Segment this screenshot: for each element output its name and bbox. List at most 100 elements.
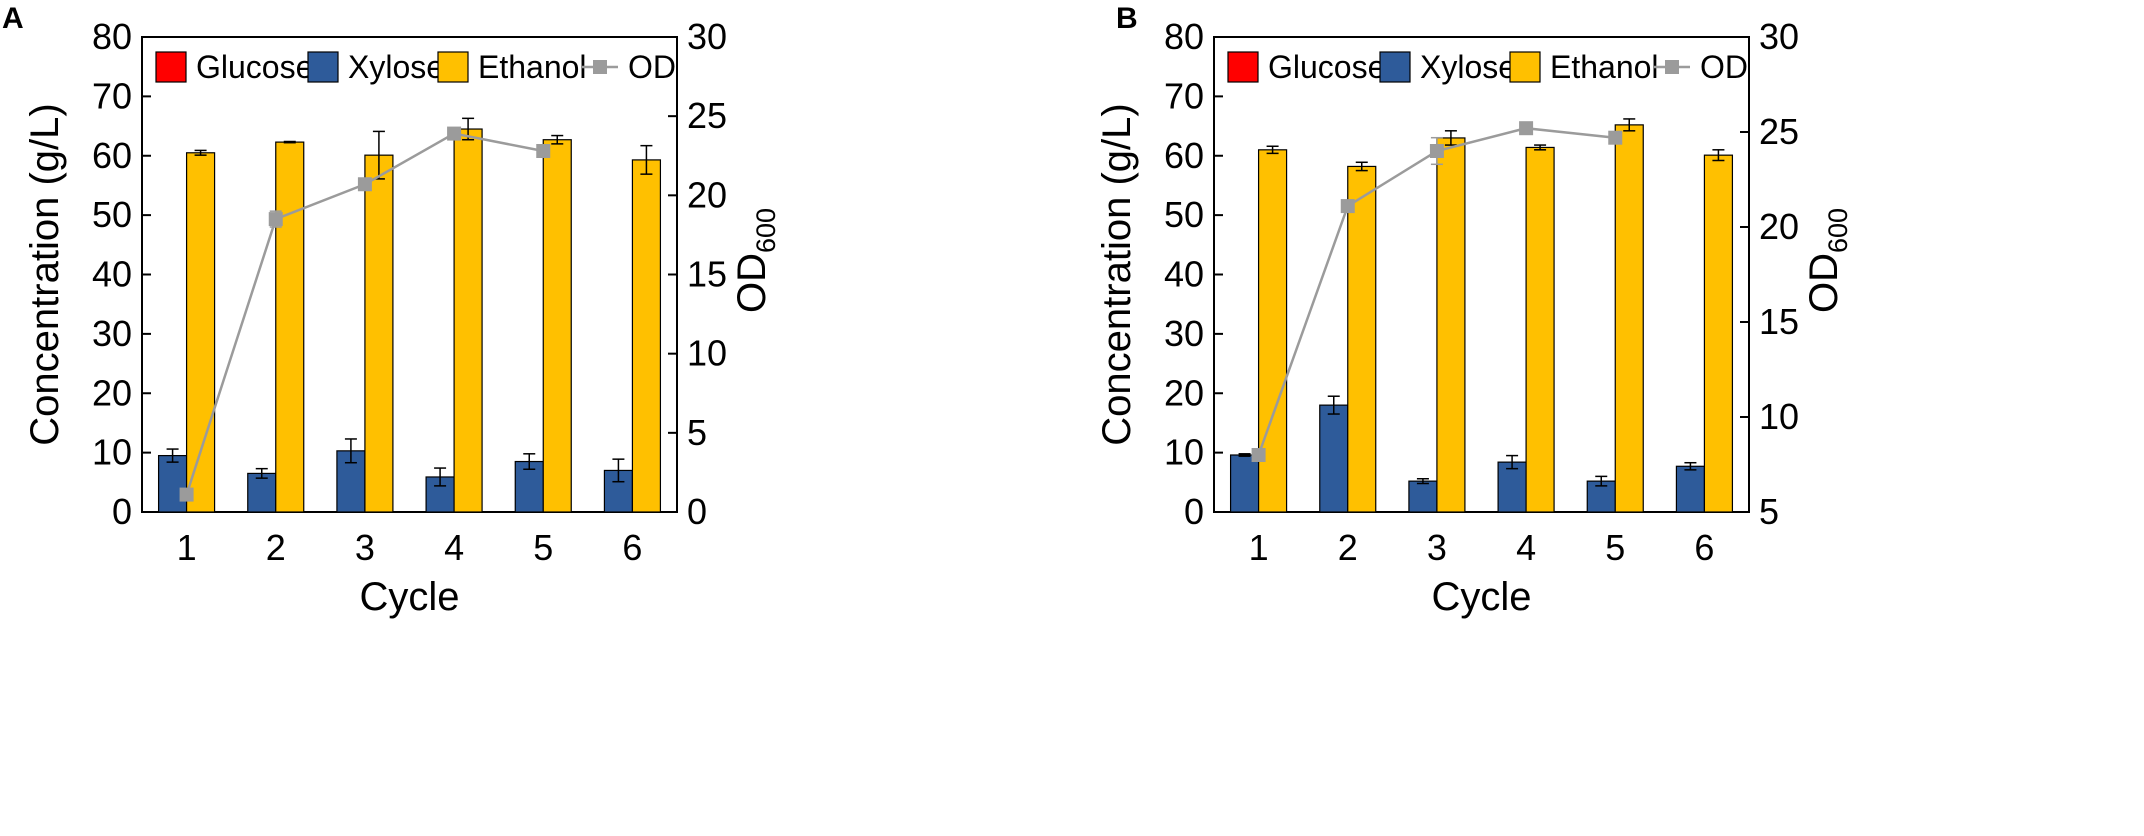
od-point [1429,144,1444,158]
bar-xylose [1497,461,1527,513]
legend-swatch-glucose [155,51,187,83]
y-tick-label: 80 [92,16,132,57]
y-right-axis-title-subscript: 600 [1823,208,1853,253]
od-point [179,487,194,502]
y-right-tick-label: 5 [1759,491,1779,532]
bar-xylose [247,472,277,513]
legend-marker-od [593,60,607,74]
x-tick-label: 2 [1338,527,1358,568]
legend-label-glucose: Glucose [196,49,313,85]
bar-ethanol [542,139,572,513]
bar-ethanol [1525,146,1555,513]
od-point [357,177,372,192]
y-tick-label: 10 [92,432,132,473]
legend-label-xylose: Xylose [1420,49,1516,85]
legend-swatch-xylose [1379,51,1411,83]
y-right-axis-title-main: OD [1802,253,1846,313]
y-right-tick-label: 5 [687,412,707,453]
bar-xylose [157,454,188,513]
x-tick-label: 1 [177,527,197,568]
x-tick-label: 3 [1427,527,1447,568]
y-tick-label: 30 [92,313,132,354]
bar-ethanol [1436,137,1466,513]
y-right-tick-label: 0 [687,491,707,532]
y-right-tick-label: 30 [1759,16,1799,57]
bar-ethanol [1703,154,1734,513]
x-tick-label: 5 [533,527,553,568]
y-right-tick-label: 25 [1759,111,1799,152]
legend-label-xylose: Xylose [348,49,444,85]
y-right-tick-label: 30 [687,16,727,57]
y-right-axis-title-subscript: 600 [751,208,781,253]
y-tick-label: 70 [92,75,132,116]
x-tick-label: 4 [1516,527,1536,568]
chart-b: 0 10 20 30 40 50 60 70 80 5 10 15 20 25 30 1 2 3 4 5 6 Cycle C… [1095,16,1853,619]
y-axis-title: Concentration (g/L) [23,103,67,445]
y-axis-title: Concentration (g/L) [1095,103,1139,445]
legend-swatch-xylose [307,51,339,83]
bar-ethanol [275,141,305,513]
panel-a: A 0 10 20 30 40 50 60 70 80 0 5 10 15 20 25 30 1 2 3 4 5 6 Cyc… [2,2,781,619]
y-tick-label: 80 [1164,16,1204,57]
plot-frame [141,36,678,513]
y-tick-label: 20 [1164,372,1204,413]
plot-frame [1213,36,1750,513]
od-point [1608,130,1623,145]
legend-marker-od [1665,60,1679,74]
legend-label-glucose: Glucose [1268,49,1385,85]
od-point [1519,121,1534,136]
y-tick-label: 0 [112,491,132,532]
x-axis-title: Cycle [359,575,459,619]
y-tick-label: 70 [1164,75,1204,116]
legend-label-ethanol: Ethanol [1550,49,1659,85]
y-right-tick-label: 25 [687,95,727,136]
x-tick-label: 6 [1694,527,1714,568]
x-tick-label: 3 [355,527,375,568]
chart-a: 0 10 20 30 40 50 60 70 80 0 5 10 15 20 25 30 1 2 3 4 5 6 Cycle… [23,16,781,619]
y-tick-label: 40 [92,254,132,295]
od-point [536,144,551,158]
x-tick-label: 5 [1605,527,1625,568]
bar-xylose [1319,404,1349,513]
legend-swatch-glucose [1227,51,1259,83]
legend-label-od: OD [628,49,676,85]
bar-xylose [1408,480,1438,513]
y-right-axis-title-main: OD [730,253,774,313]
od-point [1251,448,1266,462]
legend-swatch-ethanol [1509,51,1541,83]
od-point [268,212,283,227]
bar-xylose [1229,454,1260,513]
bar-ethanol [1614,124,1644,513]
y-right-tick-label: 15 [1759,301,1799,342]
y-right-axis-title: OD600 [730,208,781,313]
bar-ethanol [453,128,483,513]
bar-ethanol [631,159,662,513]
y-tick-label: 50 [1164,194,1204,235]
x-axis-title: Cycle [1431,575,1531,619]
y-right-axis-title: OD600 [1802,208,1853,313]
x-tick-label: 1 [1249,527,1269,568]
bar-ethanol [185,152,216,513]
panel-b: B 0 10 20 30 40 50 60 70 80 5 10 15 20 25 30 1 2 3 4 5 6 Cycl… [1072,0,2144,836]
y-right-tick-label: 10 [687,333,727,374]
legend-label-ethanol: Ethanol [478,49,587,85]
x-tick-label: 6 [622,527,642,568]
y-tick-label: 60 [1164,135,1204,176]
y-tick-label: 30 [1164,313,1204,354]
bar-ethanol [1347,165,1377,513]
y-right-tick-label: 20 [1759,206,1799,247]
y-tick-label: 20 [92,372,132,413]
legend-swatch-ethanol [437,51,469,83]
bar-ethanol [364,154,394,513]
y-tick-label: 10 [1164,432,1204,473]
y-right-tick-label: 10 [1759,396,1799,437]
panel-letter: A [2,2,24,35]
legend-label-od: OD [1700,49,1748,85]
y-tick-label: 60 [92,135,132,176]
y-right-tick-label: 20 [687,174,727,215]
x-tick-label: 4 [444,527,464,568]
y-tick-label: 50 [92,194,132,235]
panel-letter: B [1116,2,1138,35]
od-point [447,126,462,141]
y-right-tick-label: 15 [687,254,727,295]
